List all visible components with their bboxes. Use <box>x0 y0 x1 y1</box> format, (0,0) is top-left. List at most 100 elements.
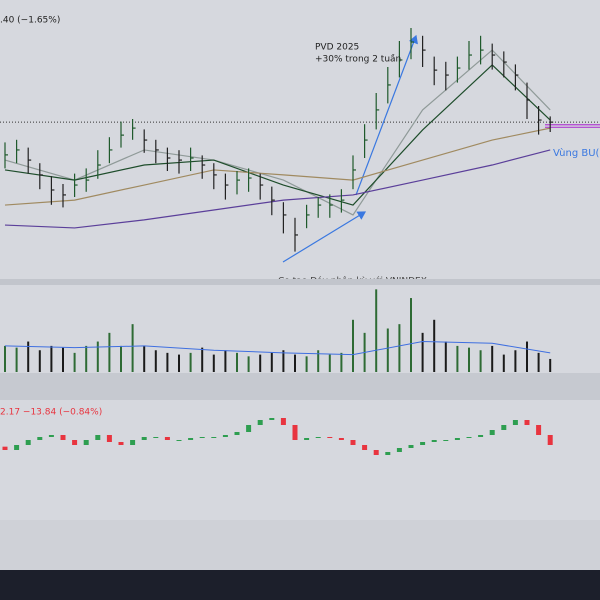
candle <box>512 420 518 425</box>
separator <box>0 279 600 285</box>
volume-bar <box>154 350 157 372</box>
moving-average <box>4 341 551 356</box>
candle <box>350 440 356 445</box>
volume-bar <box>375 289 378 372</box>
volume-bar <box>386 328 389 372</box>
candle <box>373 450 379 455</box>
candle <box>48 435 54 437</box>
volume-bar <box>282 350 285 372</box>
volume-bar <box>502 354 505 372</box>
annotation: Co tạo Đáy phân kỳ với VNINDEX <box>278 276 427 287</box>
candle <box>454 438 460 440</box>
volume-bar <box>224 350 227 372</box>
volume-bar <box>143 345 146 372</box>
candle <box>83 440 89 445</box>
annotation: +30% trong 2 tuần <box>315 54 401 65</box>
volume-bar <box>456 345 459 372</box>
candle <box>234 432 240 435</box>
candle <box>420 442 426 445</box>
volume-bar <box>236 352 238 372</box>
candle <box>257 420 263 425</box>
price-pane <box>0 0 600 279</box>
candle <box>72 440 78 445</box>
volume-bar <box>73 352 76 372</box>
volume-bar <box>270 352 273 372</box>
candle <box>536 425 542 435</box>
separator <box>0 373 600 400</box>
volume-bar <box>108 332 111 372</box>
candle <box>2 446 8 450</box>
volume-bar <box>38 350 41 372</box>
candle <box>211 437 217 438</box>
candle <box>362 445 368 450</box>
candle <box>501 425 507 430</box>
volume-bar <box>491 345 494 372</box>
candle <box>408 445 414 448</box>
volume-bar <box>421 332 424 372</box>
volume-bar <box>15 347 18 372</box>
footer-area <box>0 520 600 570</box>
candle <box>222 435 228 437</box>
volume-bar <box>178 354 180 372</box>
volume-bar <box>305 356 308 372</box>
volume-bar <box>433 319 436 372</box>
candle <box>431 440 437 442</box>
candle <box>130 440 136 445</box>
candle <box>164 437 170 440</box>
index-pane <box>0 400 600 520</box>
candle <box>280 418 286 425</box>
volume-bar <box>27 341 30 372</box>
volume-bar <box>62 347 64 372</box>
annotation: Vùng BU( <box>553 147 600 159</box>
volume-bar <box>50 345 53 372</box>
volume-bar <box>479 350 482 372</box>
candle <box>95 435 101 440</box>
candle <box>466 437 472 438</box>
volume-bar <box>468 347 470 372</box>
volume-bar <box>189 352 192 372</box>
candle <box>269 418 275 420</box>
moving-average <box>4 127 551 206</box>
frame <box>0 570 600 600</box>
volume-bar <box>259 354 262 372</box>
annotation: PVD 2025 <box>315 43 359 53</box>
candle <box>304 438 310 440</box>
volume-bar <box>96 341 99 372</box>
candle <box>141 437 147 440</box>
candle <box>60 435 66 440</box>
volume-bar <box>514 350 517 372</box>
volume-pane <box>0 285 600 373</box>
volume-bar <box>526 341 528 372</box>
price-layer <box>0 28 600 252</box>
candle <box>478 435 484 437</box>
volume-bar <box>4 345 6 372</box>
candle <box>14 445 20 450</box>
candle <box>37 437 43 440</box>
volume-bar <box>212 354 215 372</box>
annotation-arrow <box>282 211 367 263</box>
volume-bar <box>131 324 134 372</box>
price-change: .40 (−1.65%) <box>0 16 60 26</box>
candle <box>106 435 112 442</box>
volume-bar <box>398 324 401 372</box>
candle <box>315 437 321 438</box>
moving-average <box>4 149 551 229</box>
volume-bar <box>166 352 169 372</box>
annotation-arrow <box>355 34 418 196</box>
volume-bar <box>549 358 552 372</box>
candle <box>199 437 205 438</box>
candle <box>489 430 495 435</box>
candle <box>176 440 182 441</box>
candle <box>524 420 530 425</box>
volume-bar <box>537 352 540 372</box>
volume-bar <box>328 354 331 372</box>
volume-bar <box>201 347 204 372</box>
candle <box>25 440 31 445</box>
index-change: 2.17 −13.84 (−0.84%) <box>0 408 102 418</box>
volume-bar <box>317 350 320 372</box>
candle <box>327 437 333 438</box>
volume-bar <box>352 319 354 372</box>
candle <box>188 438 194 440</box>
candle <box>118 442 124 445</box>
